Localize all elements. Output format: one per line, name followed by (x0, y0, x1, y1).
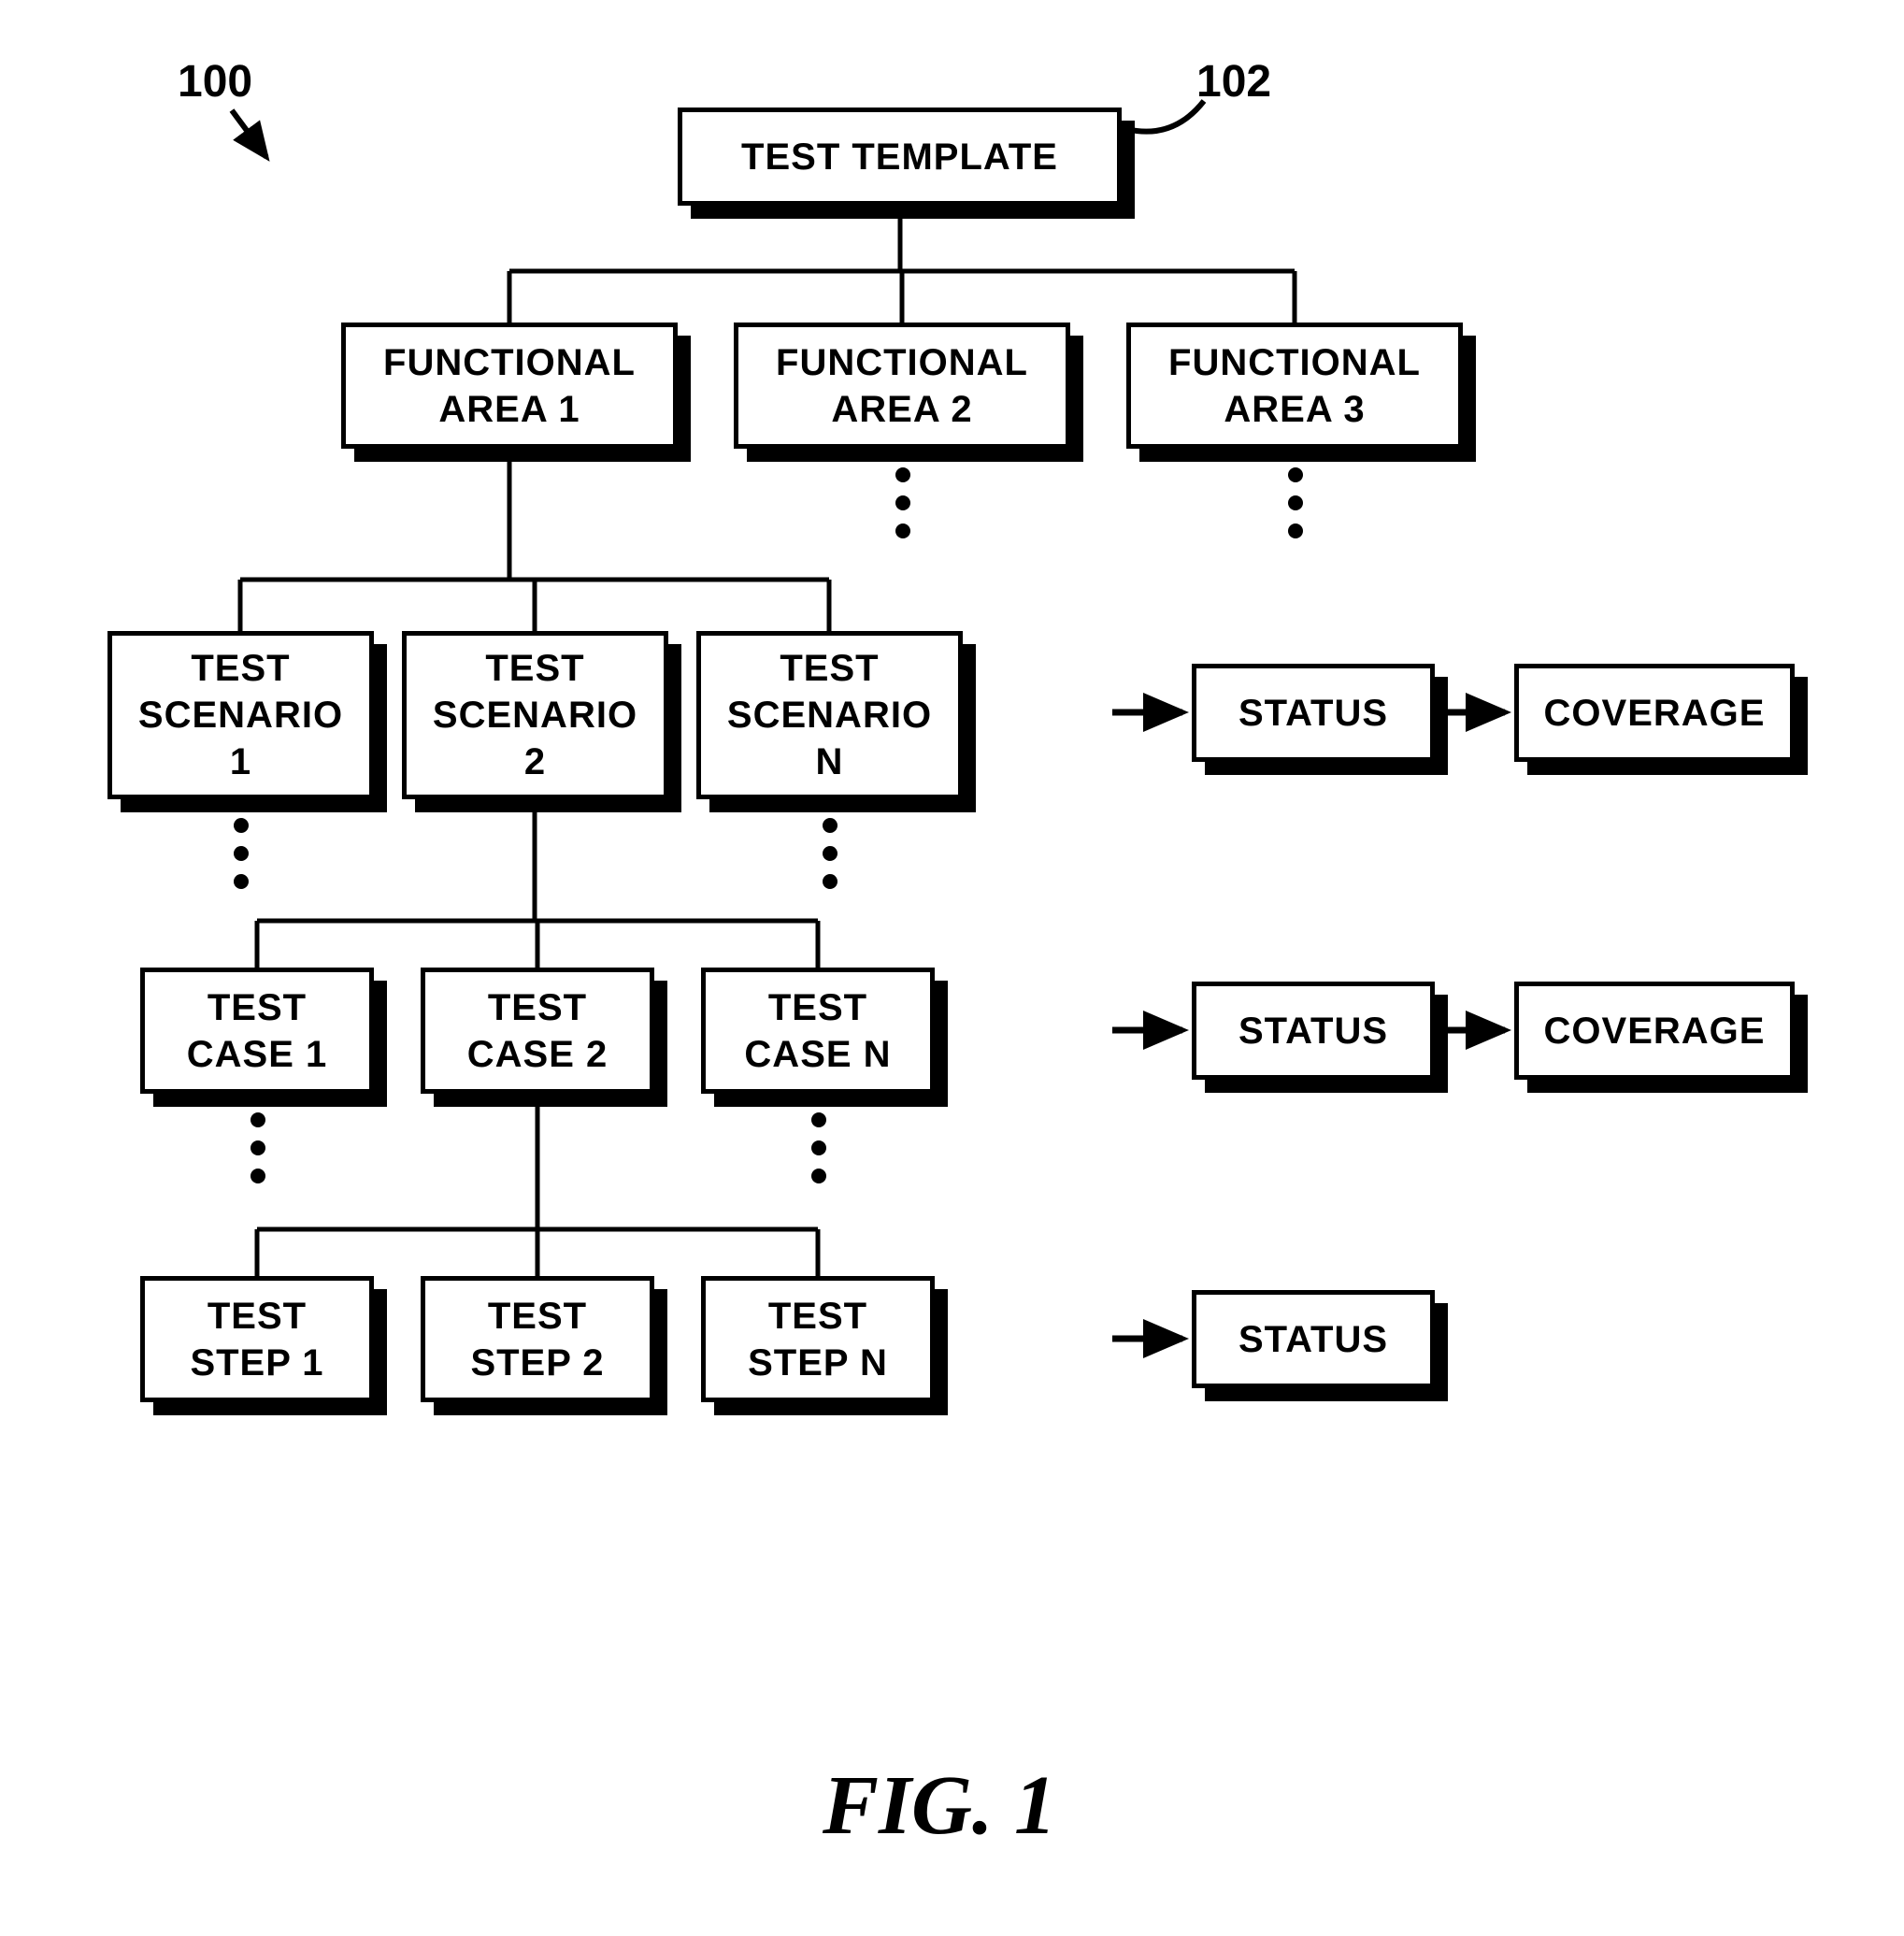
fa3-label: FUNCTIONAL AREA 3 (1168, 339, 1421, 433)
fa2-label: FUNCTIONAL AREA 2 (776, 339, 1028, 433)
dot (823, 846, 837, 861)
ref-label-102: 102 (1196, 56, 1271, 108)
tsn-label: TEST SCENARIO N (727, 645, 932, 785)
tc1-label: TEST CASE 1 (187, 984, 328, 1078)
cov1-box: COVERAGE (1514, 664, 1795, 762)
tc1-box: TEST CASE 1 (140, 968, 374, 1094)
tstn-box: TEST STEP N (701, 1276, 935, 1402)
dot (811, 1112, 826, 1127)
cov1-label: COVERAGE (1544, 690, 1766, 737)
cov2-box: COVERAGE (1514, 982, 1795, 1080)
dot (1288, 495, 1303, 510)
status2-label: STATUS (1238, 1008, 1388, 1054)
status2-box: STATUS (1192, 982, 1435, 1080)
ref-label-100: 100 (178, 56, 252, 108)
dot (895, 523, 910, 538)
ellipsis-dots-2 (234, 818, 249, 889)
dot (811, 1140, 826, 1155)
leader-102 (1126, 101, 1204, 132)
dot (234, 846, 249, 861)
dot (895, 495, 910, 510)
ts1-box: TEST SCENARIO 1 (107, 631, 374, 799)
ellipsis-dots-0 (895, 467, 910, 538)
dot (234, 874, 249, 889)
dot (823, 874, 837, 889)
fa1-label: FUNCTIONAL AREA 1 (383, 339, 636, 433)
dot (1288, 467, 1303, 482)
ellipsis-dots-1 (1288, 467, 1303, 538)
ellipsis-dots-5 (811, 1112, 826, 1183)
dot (234, 818, 249, 833)
tc2-box: TEST CASE 2 (421, 968, 654, 1094)
status1-label: STATUS (1238, 690, 1388, 737)
tsn-box: TEST SCENARIO N (696, 631, 963, 799)
dot (823, 818, 837, 833)
cov2-label: COVERAGE (1544, 1008, 1766, 1054)
tst2-box: TEST STEP 2 (421, 1276, 654, 1402)
diagram-canvas: 100 102 TEST TEMPLATE FUNCTIONAL AREA 1 FUNC… (0, 0, 1904, 1936)
tcn-label: TEST CASE N (744, 984, 891, 1078)
status3-box: STATUS (1192, 1290, 1435, 1388)
dot (251, 1140, 265, 1155)
ellipsis-dots-3 (823, 818, 837, 889)
fa3-box: FUNCTIONAL AREA 3 (1126, 323, 1463, 449)
ellipsis-dots-4 (251, 1112, 265, 1183)
dot (811, 1169, 826, 1183)
figure-label: FIG. 1 (823, 1757, 1056, 1854)
fa2-box: FUNCTIONAL AREA 2 (734, 323, 1070, 449)
dot (1288, 523, 1303, 538)
ts2-label: TEST SCENARIO 2 (433, 645, 637, 785)
dot (251, 1169, 265, 1183)
leader-100 (232, 110, 266, 157)
status1-box: STATUS (1192, 664, 1435, 762)
tstn-label: TEST STEP N (748, 1293, 888, 1386)
ts1-label: TEST SCENARIO 1 (138, 645, 343, 785)
template-box: TEST TEMPLATE (678, 108, 1122, 206)
tst1-label: TEST STEP 1 (190, 1293, 323, 1386)
tst2-label: TEST STEP 2 (470, 1293, 604, 1386)
tcn-box: TEST CASE N (701, 968, 935, 1094)
dot (251, 1112, 265, 1127)
ts2-box: TEST SCENARIO 2 (402, 631, 668, 799)
tc2-label: TEST CASE 2 (467, 984, 608, 1078)
fa1-box: FUNCTIONAL AREA 1 (341, 323, 678, 449)
tst1-box: TEST STEP 1 (140, 1276, 374, 1402)
template-label: TEST TEMPLATE (741, 134, 1058, 180)
status3-label: STATUS (1238, 1316, 1388, 1363)
dot (895, 467, 910, 482)
